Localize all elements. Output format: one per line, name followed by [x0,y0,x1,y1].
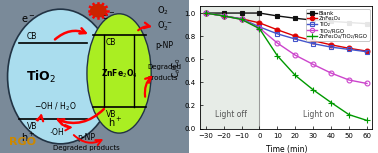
Text: p-NP: p-NP [77,133,96,142]
ZnFe₂O₄ [239,18,244,20]
ZnFe₂O₄ [203,12,208,14]
TiO₂ [311,43,316,45]
TiO₂ [222,15,226,17]
ZnFe₂O₄/TiO₂/RGO [203,12,208,14]
ZnFe₂O₄ [311,40,316,42]
Blank [275,15,280,17]
TiO₂/RGO [275,42,280,44]
Line: TiO₂/RGO: TiO₂/RGO [203,11,369,86]
Text: CB: CB [106,38,116,47]
Blank [329,21,333,22]
TiO₂/RGO [365,83,369,84]
Text: e$^-$: e$^-$ [21,14,36,25]
TiO₂ [329,46,333,48]
Blank [239,12,244,14]
Y-axis label: C$_t$/C$_0$: C$_t$/C$_0$ [170,57,183,78]
Text: O$_2$: O$_2$ [157,4,169,17]
Ellipse shape [87,14,151,133]
Line: ZnFe₂O₄/TiO₂/RGO: ZnFe₂O₄/TiO₂/RGO [202,10,370,124]
TiO₂/RGO [257,27,262,29]
ZnFe₂O₄ [365,50,369,52]
TiO₂ [257,26,262,28]
Blank [293,17,297,19]
Blank [365,23,369,25]
Blank [257,12,262,14]
ZnFe₂O₄/TiO₂/RGO [293,75,297,76]
ZnFe₂O₄ [257,22,262,24]
Text: h$^+$: h$^+$ [108,116,122,129]
ZnFe₂O₄ [293,35,297,37]
Blank [311,19,316,21]
ZnFe₂O₄/TiO₂/RGO [222,15,226,17]
TiO₂ [293,38,297,40]
Text: CB: CB [26,32,37,41]
Text: TiO$_2$: TiO$_2$ [26,68,57,85]
Text: VB: VB [106,110,116,119]
X-axis label: Time (min): Time (min) [266,145,307,153]
Text: Degraded products: Degraded products [53,145,120,151]
Line: ZnFe₂O₄: ZnFe₂O₄ [203,11,369,54]
Line: TiO₂: TiO₂ [204,11,369,54]
ZnFe₂O₄/TiO₂/RGO [311,89,316,91]
Blank [347,22,351,23]
TiO₂ [365,51,369,53]
Text: p-NP: p-NP [155,41,173,50]
FancyBboxPatch shape [0,0,189,153]
Text: RGO: RGO [9,137,36,147]
ZnFe₂O₄/TiO₂/RGO [329,102,333,103]
TiO₂/RGO [203,12,208,14]
Text: ZnFe$_2$O$_4$: ZnFe$_2$O$_4$ [101,67,138,80]
ZnFe₂O₄ [222,15,226,17]
Blank [203,12,208,14]
Legend: Blank, ZnFe₂O₄, TiO₂, TiO₂/RGO, ZnFe₂O₄/TiO₂/RGO: Blank, ZnFe₂O₄, TiO₂, TiO₂/RGO, ZnFe₂O₄/… [305,9,370,41]
TiO₂ [203,12,208,14]
TiO₂/RGO [347,79,351,81]
TiO₂/RGO [311,63,316,65]
ZnFe₂O₄ [275,29,280,31]
TiO₂/RGO [222,15,226,17]
Text: Light on: Light on [303,110,334,119]
Text: products: products [147,75,178,81]
Bar [200,6,259,129]
TiO₂ [239,18,244,20]
Text: VB: VB [26,123,37,131]
TiO₂/RGO [329,72,333,74]
Line: Blank: Blank [204,11,369,26]
Text: $-$OH / H$_2$O: $-$OH / H$_2$O [34,101,76,113]
Text: Light off: Light off [215,110,247,119]
ZnFe₂O₄/TiO₂/RGO [347,114,351,116]
TiO₂/RGO [293,54,297,56]
ZnFe₂O₄/TiO₂/RGO [239,19,244,20]
Text: O$_2^{\cdot-}$: O$_2^{\cdot-}$ [157,19,173,33]
TiO₂ [275,33,280,35]
ZnFe₂O₄ [329,44,333,46]
Text: $\cdot$OH: $\cdot$OH [49,126,65,137]
Text: h$^+$: h$^+$ [21,131,36,144]
Text: e$^-$: e$^-$ [101,11,115,22]
Ellipse shape [8,9,113,144]
ZnFe₂O₄/TiO₂/RGO [275,55,280,57]
TiO₂ [347,49,351,50]
Circle shape [91,5,106,17]
Text: Degraded: Degraded [147,64,181,70]
ZnFe₂O₄ [347,47,351,49]
ZnFe₂O₄/TiO₂/RGO [365,119,369,121]
TiO₂/RGO [239,19,244,20]
Blank [222,12,226,14]
ZnFe₂O₄/TiO₂/RGO [257,28,262,30]
